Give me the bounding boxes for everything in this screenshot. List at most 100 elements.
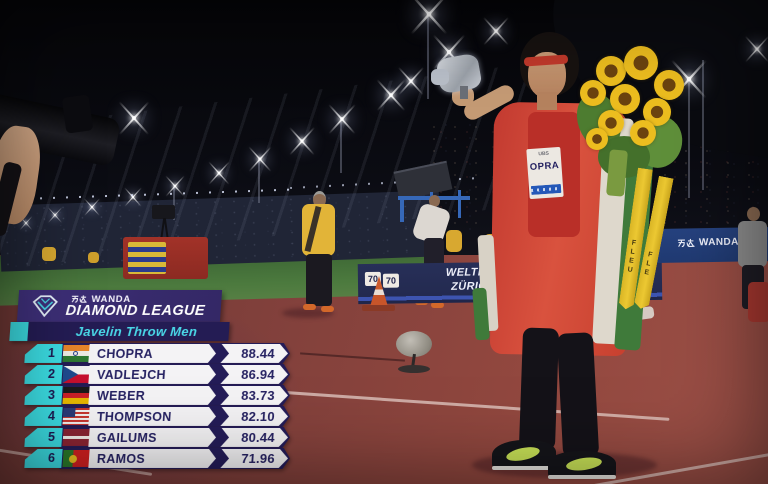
trophy-stem	[460, 86, 468, 99]
floodlight-icon	[217, 171, 221, 175]
result-panel: 71.96	[220, 449, 288, 468]
athlete-neck	[537, 92, 557, 110]
result-row-4: 4 THOMPSON 82.10	[7, 407, 292, 426]
distance-marker-70: 70	[382, 273, 400, 288]
rank-badge: 5	[24, 428, 62, 447]
spectator-grey-shirt	[738, 221, 767, 267]
sunflower-icon	[654, 70, 684, 100]
rank-badge: 1	[24, 344, 62, 363]
floodlight-icon	[755, 47, 759, 51]
portugal-flag-icon	[62, 450, 90, 467]
person-shadow	[282, 308, 334, 318]
rank-badge: 4	[24, 407, 62, 426]
athlete-name: THOMPSON	[96, 410, 173, 424]
trophy-facet	[431, 69, 449, 85]
floodlight-icon	[494, 29, 498, 33]
athlete-name: VADLEJCH	[96, 368, 167, 382]
camera-attachment	[61, 94, 94, 134]
floodlight-icon	[132, 116, 136, 120]
board-text-wanda: WANDA	[698, 236, 739, 249]
athlete-name-panel: RAMOS	[88, 449, 216, 468]
event-name: Javelin Throw Men	[75, 324, 198, 339]
official-head	[429, 195, 440, 207]
sunflower-icon	[624, 46, 658, 80]
league-title: DIAMOND LEAGUE	[65, 303, 206, 319]
floodlight-icon	[25, 222, 27, 224]
floodlight-icon	[447, 50, 451, 54]
result-panel: 86.94	[220, 365, 288, 384]
microphone-windscreen-icon	[396, 331, 432, 357]
athlete-name-panel: CHOPRA	[88, 344, 216, 363]
floodlight-icon	[340, 117, 344, 121]
athlete-tights-right	[556, 332, 600, 458]
floodlight-icon	[173, 184, 177, 188]
floodlight-icon	[131, 195, 135, 199]
sunflower-icon	[610, 84, 640, 114]
orange-shoe	[303, 304, 316, 310]
ribbon-text: FLE	[642, 250, 655, 279]
traffic-cone-base	[362, 305, 395, 311]
rank-badge: 6	[24, 449, 62, 468]
light-mast	[173, 185, 175, 220]
light-mast	[688, 78, 690, 198]
spectator-head	[747, 207, 760, 221]
event-bar: Javelin Throw Men	[9, 322, 230, 341]
wanda-chinese-logo-icon	[677, 238, 695, 248]
floodlight-icon	[300, 139, 304, 143]
cart-striped-panel	[128, 242, 166, 274]
sunflower-icon	[580, 80, 606, 106]
puma-shoe	[548, 451, 616, 479]
light-mast	[340, 118, 342, 173]
ribbon-text: FLEU	[625, 239, 638, 276]
puma-shoe	[492, 440, 556, 470]
result-mark: 83.73	[240, 388, 276, 403]
floodlight-icon	[686, 76, 692, 82]
result-row-1: 1 CHOPRA 88.44	[7, 344, 292, 363]
spectator-red-sweater	[748, 282, 768, 322]
result-row-6: 6 RAMOS 71.96	[7, 449, 292, 468]
result-mark: 80.44	[240, 430, 276, 445]
volunteer	[88, 252, 99, 263]
rank-badge: 3	[24, 386, 62, 405]
result-panel: 88.44	[220, 344, 288, 363]
orange-shoe	[321, 306, 334, 312]
sunflower-icon	[596, 56, 626, 86]
result-row-5: 5 GAILUMS 80.44	[7, 428, 292, 447]
india-flag-icon	[62, 345, 90, 362]
scoreboard-header: WANDA DIAMOND LEAGUE	[16, 290, 223, 322]
result-panel: 83.73	[220, 386, 288, 405]
athlete-name-panel: VADLEJCH	[88, 365, 216, 384]
wanda-chinese-logo-icon	[71, 295, 87, 303]
result-mark: 82.10	[240, 409, 276, 424]
orange-shoe	[431, 302, 444, 308]
athlete-name: GAILUMS	[96, 431, 158, 445]
led-board-wanda: WANDA	[654, 226, 768, 264]
sunflower-icon	[586, 128, 608, 150]
brand-line: WANDA	[70, 294, 131, 305]
floodlight-icon	[426, 11, 432, 17]
rank-badge: 2	[24, 365, 62, 384]
microphone-base	[398, 365, 430, 373]
result-panel: 80.44	[220, 428, 288, 447]
light-mast	[702, 60, 704, 190]
united-states-flag-icon	[62, 408, 90, 425]
result-mark: 88.44	[240, 346, 276, 361]
bib-sponsor: UBS	[538, 150, 550, 158]
floodlight-icon	[389, 93, 393, 97]
result-mark: 71.96	[240, 451, 276, 466]
athlete-name: RAMOS	[96, 452, 146, 466]
result-row-2: 2 VADLEJCH 86.94	[7, 365, 292, 384]
czech-republic-flag-icon	[62, 366, 90, 383]
floodlight-icon	[91, 206, 93, 208]
blue-barrier-post	[458, 190, 461, 218]
bib-name: OPRA	[529, 160, 560, 174]
result-row-3: 3 WEBER 83.73	[7, 386, 292, 405]
athlete-bib: UBS OPRA	[526, 146, 564, 200]
official-pants	[306, 254, 332, 306]
germany-flag-icon	[62, 387, 90, 404]
blue-barrier-post	[400, 196, 404, 222]
floodlight-icon	[258, 157, 262, 161]
official-head	[313, 191, 326, 208]
bib-blue-stripe	[530, 183, 562, 195]
